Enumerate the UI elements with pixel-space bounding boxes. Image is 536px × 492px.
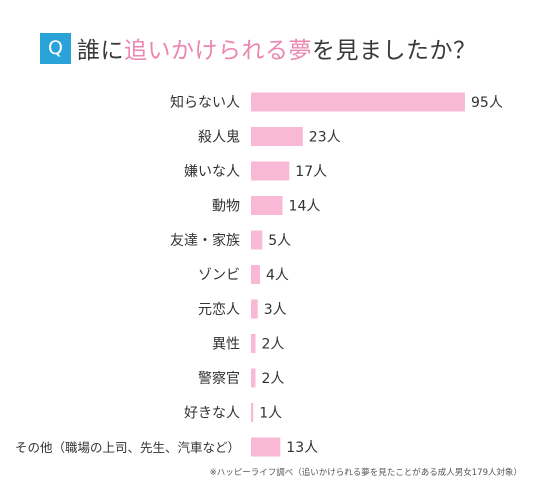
bar bbox=[251, 196, 283, 215]
value-label: 2人 bbox=[262, 371, 285, 387]
title-prefix: 誰に bbox=[77, 38, 124, 64]
bar bbox=[251, 334, 256, 353]
value-label: 14人 bbox=[289, 199, 321, 215]
title-suffix: を見ましたか？ bbox=[312, 38, 477, 64]
bar bbox=[251, 368, 256, 388]
category-label: 異性 bbox=[212, 337, 240, 353]
source-footnote: ※ハッピーライフ調べ（追いかけられる夢を見たことがある成人男女179人対象） bbox=[209, 468, 522, 478]
bar bbox=[251, 161, 290, 181]
value-label: 2人 bbox=[262, 337, 285, 353]
category-label: 知らない人 bbox=[170, 94, 240, 111]
category-label: ゾンビ bbox=[198, 268, 240, 284]
category-label: 好きな人 bbox=[184, 406, 240, 422]
category-label: その他（職場の上司、先生、汽車など） bbox=[15, 440, 240, 455]
bar bbox=[251, 92, 465, 112]
question-badge: Q bbox=[40, 32, 71, 64]
title-highlight: 追いかけられる夢 bbox=[124, 38, 312, 64]
value-label: 1人 bbox=[259, 406, 282, 422]
category-label: 動物 bbox=[212, 199, 240, 215]
bar bbox=[251, 437, 281, 457]
title-text: 誰に追いかけられる夢を見ましたか？ bbox=[77, 31, 477, 65]
bar bbox=[251, 299, 258, 319]
value-label: 4人 bbox=[266, 268, 289, 284]
value-label: 3人 bbox=[264, 302, 287, 318]
category-label: 殺人鬼 bbox=[198, 130, 240, 146]
value-label: 5人 bbox=[268, 233, 291, 249]
value-label: 13人 bbox=[286, 440, 318, 456]
question-title: Q 誰に追いかけられる夢を見ましたか？ bbox=[40, 31, 477, 65]
category-label: 嫌いな人 bbox=[184, 164, 240, 180]
category-label: 元恋人 bbox=[198, 301, 240, 318]
bar bbox=[251, 403, 254, 422]
category-label: 警察官 bbox=[198, 370, 240, 387]
bar bbox=[251, 127, 303, 146]
bar bbox=[251, 230, 263, 250]
category-label: 友達・家族 bbox=[170, 232, 240, 249]
value-label: 95人 bbox=[471, 95, 503, 111]
bar bbox=[251, 265, 261, 284]
value-label: 23人 bbox=[309, 130, 341, 146]
value-label: 17人 bbox=[295, 164, 327, 180]
